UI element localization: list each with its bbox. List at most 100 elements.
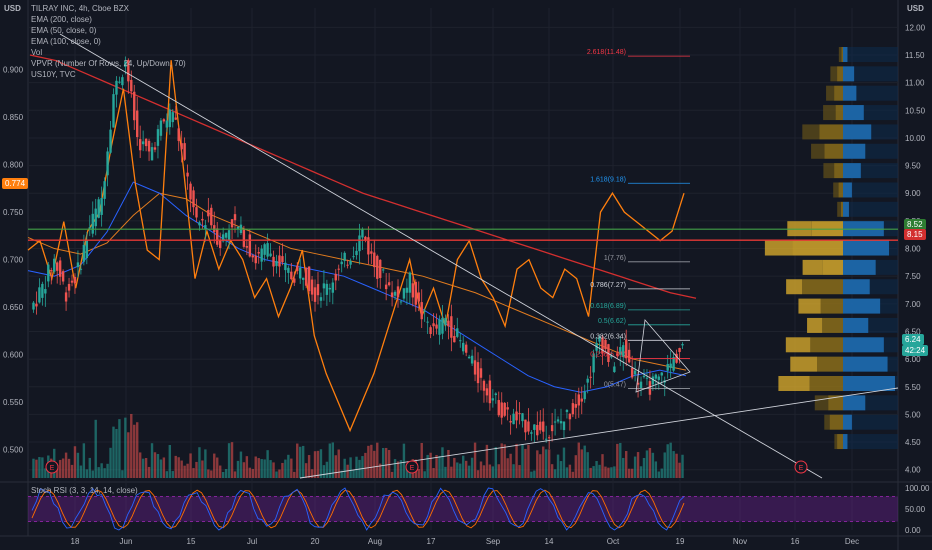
left-currency-label: USD: [4, 4, 21, 13]
fib-level-label: 0.786(7.27): [590, 282, 626, 289]
candle-body: [328, 287, 332, 290]
candle-body: [426, 321, 429, 323]
vp-down-bar: [822, 259, 843, 275]
stoch-tick-label: 0.00: [905, 526, 921, 535]
volume-bar: [479, 461, 483, 478]
vp-up-bar: [830, 66, 838, 82]
candle-body: [183, 143, 186, 160]
candle-body: [118, 81, 121, 83]
wedge-pattern[interactable]: [635, 319, 691, 393]
stoch-d-line[interactable]: [31, 489, 685, 529]
volume-bar: [453, 457, 456, 478]
candle-body: [316, 284, 320, 296]
volume-bar: [669, 442, 672, 478]
fibonacci-extension[interactable]: 2.618(11.48) 1.618(9.18) 1(7.76) 0.786(7.27…: [587, 49, 690, 389]
us10y-line[interactable]: [27, 60, 685, 433]
legend-ema200[interactable]: EMA (200, close): [31, 15, 92, 24]
candle-body: [70, 280, 74, 283]
volume-bar: [236, 460, 240, 478]
volume-bar: [544, 449, 548, 478]
candle-body: [630, 368, 634, 378]
volume-bar: [180, 460, 183, 478]
ema50-line[interactable]: [27, 181, 687, 393]
candle-body: [556, 419, 560, 422]
candle-body: [497, 400, 500, 416]
volume-bar: [147, 466, 151, 478]
earnings-marker[interactable]: [794, 460, 808, 474]
candle-body: [373, 252, 376, 268]
candle-body: [88, 227, 91, 229]
volume-bar: [79, 465, 83, 478]
vp-down-bar: [838, 182, 843, 198]
candle-body: [462, 342, 465, 352]
candle-body: [64, 292, 68, 302]
volume-bar: [355, 456, 358, 478]
vp-down-bar: [837, 434, 843, 450]
volume-bar: [595, 461, 598, 478]
candle-body: [370, 251, 373, 254]
vp-down-bar: [822, 317, 843, 333]
volume-bar: [32, 458, 35, 478]
candle-body: [547, 437, 551, 439]
stoch-k-line[interactable]: [31, 487, 685, 531]
candle-body: [381, 269, 385, 271]
volume-bar: [156, 454, 160, 478]
volume-bar: [233, 471, 237, 478]
candle-body: [281, 256, 284, 263]
volume-bar: [441, 447, 444, 478]
legend-vol[interactable]: Vol: [31, 48, 43, 57]
descending-trendline[interactable]: [59, 33, 823, 479]
vp-up-bar: [802, 124, 820, 140]
candle-body: [411, 283, 415, 298]
volume-bar: [263, 459, 266, 478]
vp-up-bar: [823, 105, 836, 121]
vp-row-bg: [843, 434, 898, 450]
legend-ema50[interactable]: EMA (50, close, 0): [31, 26, 97, 35]
candle-body: [133, 91, 136, 121]
candle-body: [367, 237, 370, 255]
stoch-rsi-pane[interactable]: Stoch RSI (3, 3, 14, 14, close): [28, 486, 898, 531]
left-tick-label: 0.850: [3, 113, 24, 122]
legend-vpvr[interactable]: VPVR (Number Of Rows, 24, Up/Down, 70): [31, 59, 186, 68]
earnings-marker[interactable]: [45, 460, 59, 474]
volume-bar: [281, 462, 284, 478]
volume-bar: [346, 464, 349, 478]
legend-title[interactable]: TILRAY INC, 4h, Cboe BZX: [31, 4, 129, 13]
candle-body: [651, 376, 655, 385]
legend-us10y[interactable]: US10Y, TVC: [31, 70, 76, 79]
volume-bar: [577, 442, 580, 478]
candle-body: [464, 344, 468, 353]
candle-body: [230, 219, 234, 228]
volume-bar: [64, 452, 68, 478]
candle-body: [204, 225, 207, 229]
volume-bar: [607, 467, 610, 478]
candle-body: [509, 421, 512, 423]
trendlines[interactable]: [28, 33, 899, 479]
earnings-marker[interactable]: [405, 460, 419, 474]
volume-bar: [192, 468, 195, 478]
volume-bar: [435, 455, 438, 478]
ema200-line[interactable]: [29, 54, 697, 299]
fib-level-label: 0.5(6.62): [598, 318, 626, 325]
volume-bar: [322, 465, 326, 478]
volume-bar: [459, 463, 462, 478]
x-tick-label: Jun: [120, 537, 133, 546]
volume-bar: [432, 467, 435, 478]
stoch-tick-label: 100.00: [905, 484, 930, 493]
ascending-trendline[interactable]: [299, 387, 899, 479]
volume-bar: [384, 447, 388, 478]
volume-bar: [450, 466, 453, 478]
stoch-rsi-label[interactable]: Stoch RSI (3, 3, 14, 14, close): [31, 486, 138, 495]
legend-ema100[interactable]: EMA (100, close, 0): [31, 37, 101, 46]
candle-body: [390, 292, 394, 298]
candle-body: [610, 355, 613, 358]
candle-body: [47, 264, 50, 282]
right-tick-label: 7.50: [905, 272, 921, 281]
vp-up-blue-bar: [843, 163, 861, 179]
volume-bar: [100, 463, 103, 478]
vp-up-bar: [811, 143, 825, 159]
volume-bar: [556, 454, 560, 478]
volume-bar: [165, 471, 169, 478]
